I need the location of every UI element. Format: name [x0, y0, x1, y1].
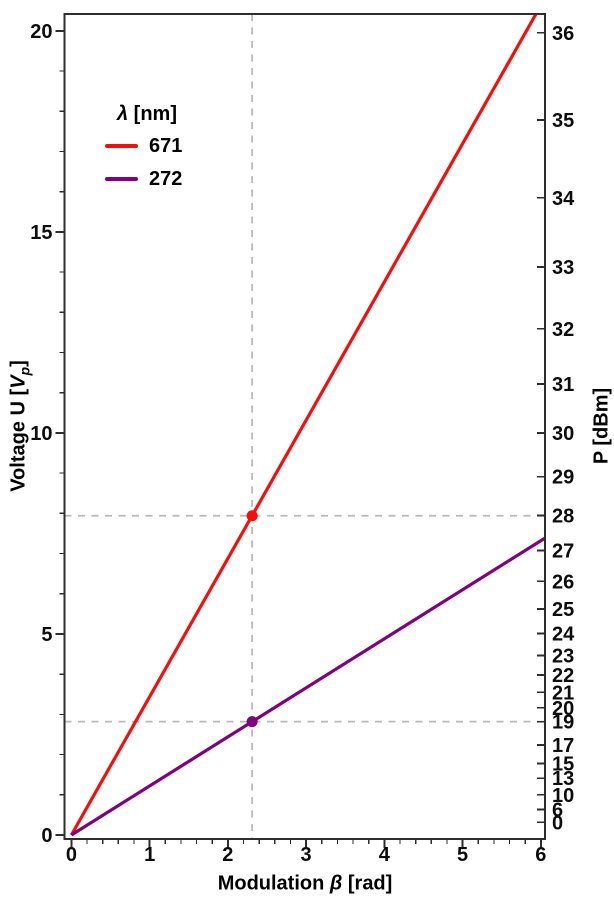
- y-right-tick-label: 35: [552, 110, 574, 132]
- y-right-tick-label: 6: [552, 800, 563, 822]
- y-axis-label-left: Voltage U [Vp]: [8, 360, 33, 492]
- y-left-tick-label: 15: [30, 222, 52, 244]
- y-right-tick-label: 25: [552, 599, 574, 621]
- y-left-label-suffix: ]: [7, 360, 30, 367]
- y-right-tick-label: 23: [552, 645, 574, 667]
- legend-line-purple: [105, 177, 138, 181]
- legend: λ [nm] 671 272: [98, 103, 196, 199]
- y-right-tick-label: 28: [552, 506, 574, 528]
- y-right-tick-label: 27: [552, 540, 574, 562]
- beta-symbol: β: [329, 872, 343, 895]
- axis-ticks: 0 1 2 3 4 5 6051015200610131517192021222324252…: [30, 21, 575, 866]
- y-right-tick-label: 13: [552, 768, 574, 790]
- data-series: [69, 14, 545, 837]
- y-left-tick-label: 5: [41, 624, 52, 646]
- y-right-tick-label: 24: [552, 623, 575, 645]
- y-right-tick-label: 19: [552, 712, 574, 734]
- legend-label-671: 671: [149, 134, 183, 157]
- x-tick-label: 3: [301, 844, 312, 866]
- x-axis-label: Modulation β [rad]: [218, 873, 393, 896]
- series-line-671: [69, 14, 538, 836]
- series-line-272: [70, 536, 545, 837]
- x-tick-label: 2: [222, 844, 233, 866]
- y-right-tick-label: 33: [552, 257, 574, 279]
- y-right-tick-label: 0: [552, 812, 563, 834]
- y-left-tick-label: 10: [30, 423, 52, 445]
- y-left-label-prefix: Voltage U [: [7, 388, 30, 492]
- y-right-tick-label: 15: [552, 753, 574, 775]
- legend-title: λ [nm]: [98, 103, 196, 126]
- legend-title-suffix: [nm]: [128, 103, 177, 125]
- legend-line-red: [105, 144, 138, 148]
- y-right-tick-label: 22: [552, 665, 574, 687]
- voltage-subscript: p: [16, 366, 33, 376]
- voltage-symbol: V: [7, 375, 30, 389]
- markers: [246, 510, 258, 728]
- x-tick-label: 0: [66, 844, 77, 866]
- y-right-tick-label: 26: [552, 571, 574, 593]
- legend-label-272: 272: [149, 167, 183, 190]
- y-right-tick-label: 17: [552, 735, 574, 757]
- marker-671: [246, 510, 258, 522]
- y-right-tick-label: 36: [552, 23, 574, 45]
- power-axis-text: P [dBm]: [590, 387, 613, 465]
- lambda-symbol: λ: [116, 103, 129, 125]
- y-left-tick-label: 0: [41, 825, 52, 847]
- x-axis-label-suffix: [rad]: [342, 872, 393, 895]
- y-right-tick-label: 31: [552, 374, 574, 396]
- y-right-tick-label: 10: [552, 785, 574, 807]
- legend-entry-272: 272: [105, 166, 196, 192]
- x-tick-label: 1: [144, 844, 155, 866]
- y-left-tick-label: 20: [30, 21, 52, 43]
- y-right-tick-label: 20: [552, 698, 574, 720]
- y-right-tick-label: 29: [552, 467, 574, 489]
- y-right-tick-label: 34: [552, 188, 575, 210]
- guide-lines: [64, 14, 545, 839]
- legend-entry-671: 671: [105, 133, 196, 159]
- x-axis-label-prefix: Modulation: [217, 872, 330, 895]
- plot-frame: [63, 13, 546, 840]
- y-right-tick-label: 21: [552, 682, 574, 704]
- x-tick-label: 4: [379, 844, 391, 866]
- x-tick-label: 5: [457, 844, 468, 866]
- marker-272: [246, 716, 258, 728]
- y-axis-label-right: P [dBm]: [591, 388, 614, 464]
- y-right-tick-label: 30: [552, 423, 574, 445]
- x-tick-label: 6: [535, 844, 546, 866]
- y-right-tick-label: 32: [552, 319, 574, 341]
